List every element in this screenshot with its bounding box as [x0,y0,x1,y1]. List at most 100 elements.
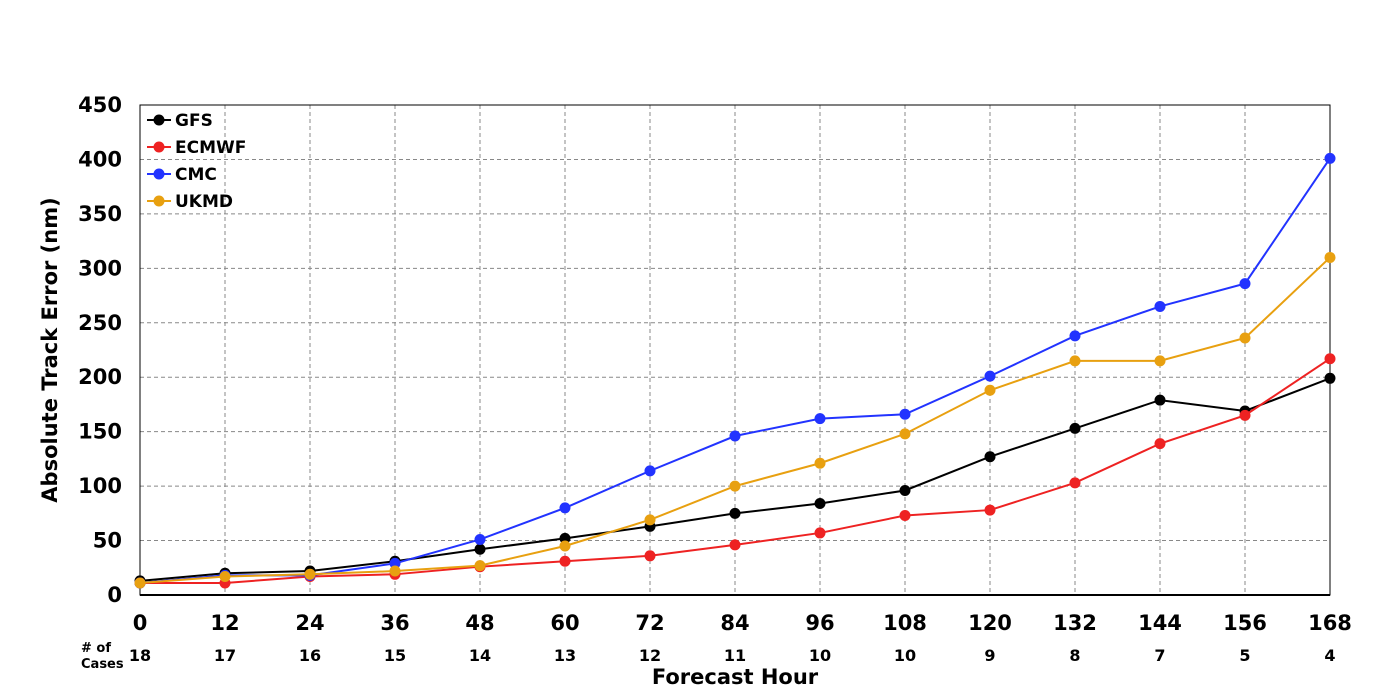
data-point-ecmwf [814,527,826,539]
legend-label-gfs: GFS [175,111,213,131]
y-tick-label: 150 [78,420,122,444]
data-point-cmc [389,557,401,569]
data-point-ecmwf [1239,409,1251,421]
cases-value: 8 [1069,646,1080,665]
y-tick-labels: 0 50 100 150 200 250 300 350 400 450 [78,93,122,607]
legend-marker-cmc [153,168,165,180]
cases-value: 10 [809,646,831,665]
x-tick-label: 24 [295,611,324,635]
x-tick-label: 36 [380,611,409,635]
x-tick-labels: 0 12 24 36 48 60 72 84 96 108 120 132 144 156 168 [133,611,1352,635]
cases-value: 14 [469,646,491,665]
y-tick-label: 50 [93,529,122,553]
cases-value: 10 [894,646,916,665]
data-point-cmc [644,465,656,477]
cases-value: 5 [1239,646,1250,665]
data-point-ecmwf [1154,438,1166,450]
cases-value: 18 [129,646,151,665]
data-point-cmc [984,370,996,382]
data-point-ukmd [134,577,146,589]
y-axis-title: Absolute Track Error (nm) [38,197,62,502]
data-point-ukmd [984,384,996,396]
data-point-cmc [1154,300,1166,312]
data-point-ukmd [1154,355,1166,367]
x-tick-label: 12 [210,611,239,635]
data-point-cmc [729,430,741,442]
data-point-cmc [559,502,571,514]
cases-value: 13 [554,646,576,665]
x-tick-label: 132 [1053,611,1097,635]
x-tick-label: 0 [133,611,148,635]
data-point-gfs [899,484,911,496]
cases-value: 4 [1324,646,1335,665]
series-layer [134,152,1336,589]
data-point-ukmd [474,560,486,572]
data-point-gfs [984,451,996,463]
data-point-gfs [559,532,571,544]
x-tick-label: 108 [883,611,927,635]
data-point-gfs [729,507,741,519]
y-tick-label: 100 [78,474,122,498]
y-tick-label: 250 [78,311,122,335]
x-tick-label: 120 [968,611,1012,635]
data-point-ukmd [729,480,741,492]
legend: GFS ECMWF CMC UKMD [147,111,246,212]
data-point-ukmd [559,540,571,552]
data-point-ukmd [814,457,826,469]
x-tick-label: 48 [465,611,494,635]
legend-label-ecmwf: ECMWF [175,138,246,158]
x-tick-label: 144 [1138,611,1182,635]
data-point-gfs [1069,422,1081,434]
x-tick-label: 156 [1223,611,1267,635]
cases-value: 11 [724,646,746,665]
data-point-cmc [1239,278,1251,290]
y-tick-label: 450 [78,93,122,117]
x-tick-label: 96 [805,611,834,635]
data-point-ukmd [1069,355,1081,367]
data-point-gfs [474,543,486,555]
legend-marker-gfs [153,114,165,126]
data-point-cmc [474,533,486,545]
cases-label-line1: # of [81,641,111,656]
cases-value: 15 [384,646,406,665]
x-tick-label: 72 [635,611,664,635]
data-point-ukmd [1324,251,1336,263]
data-point-ukmd [304,568,316,580]
data-point-ecmwf [1324,353,1336,365]
data-point-ecmwf [1069,477,1081,489]
data-point-cmc [899,408,911,420]
data-point-gfs [1324,372,1336,384]
data-point-ecmwf [729,539,741,551]
cases-value: 12 [639,646,661,665]
y-tick-label: 350 [78,202,122,226]
data-point-ecmwf [899,510,911,522]
legend-label-ukmd: UKMD [175,192,233,212]
legend-marker-ecmwf [153,141,165,153]
x-tick-label: 60 [550,611,579,635]
cases-label-line2: Cases [81,657,124,672]
y-tick-label: 200 [78,365,122,389]
x-tick-label: 168 [1308,611,1352,635]
x-axis-title: Forecast Hour [652,665,819,689]
data-point-cmc [1324,152,1336,164]
data-point-ecmwf [984,504,996,516]
x-tick-label: 84 [720,611,749,635]
data-point-cmc [1069,330,1081,342]
data-point-ukmd [644,514,656,526]
legend-label-cmc: CMC [175,165,217,185]
data-point-ecmwf [644,550,656,562]
data-point-gfs [1154,394,1166,406]
legend-marker-ukmd [153,195,165,207]
cases-value: 7 [1154,646,1165,665]
cases-value: 9 [984,646,995,665]
y-tick-label: 300 [78,256,122,280]
y-tick-label: 0 [107,583,122,607]
data-point-ecmwf [559,555,571,567]
data-point-gfs [814,498,826,510]
data-point-ukmd [1239,332,1251,344]
y-tick-label: 400 [78,147,122,171]
data-point-cmc [814,413,826,425]
cases-value: 17 [214,646,236,665]
cases-value: 16 [299,646,321,665]
